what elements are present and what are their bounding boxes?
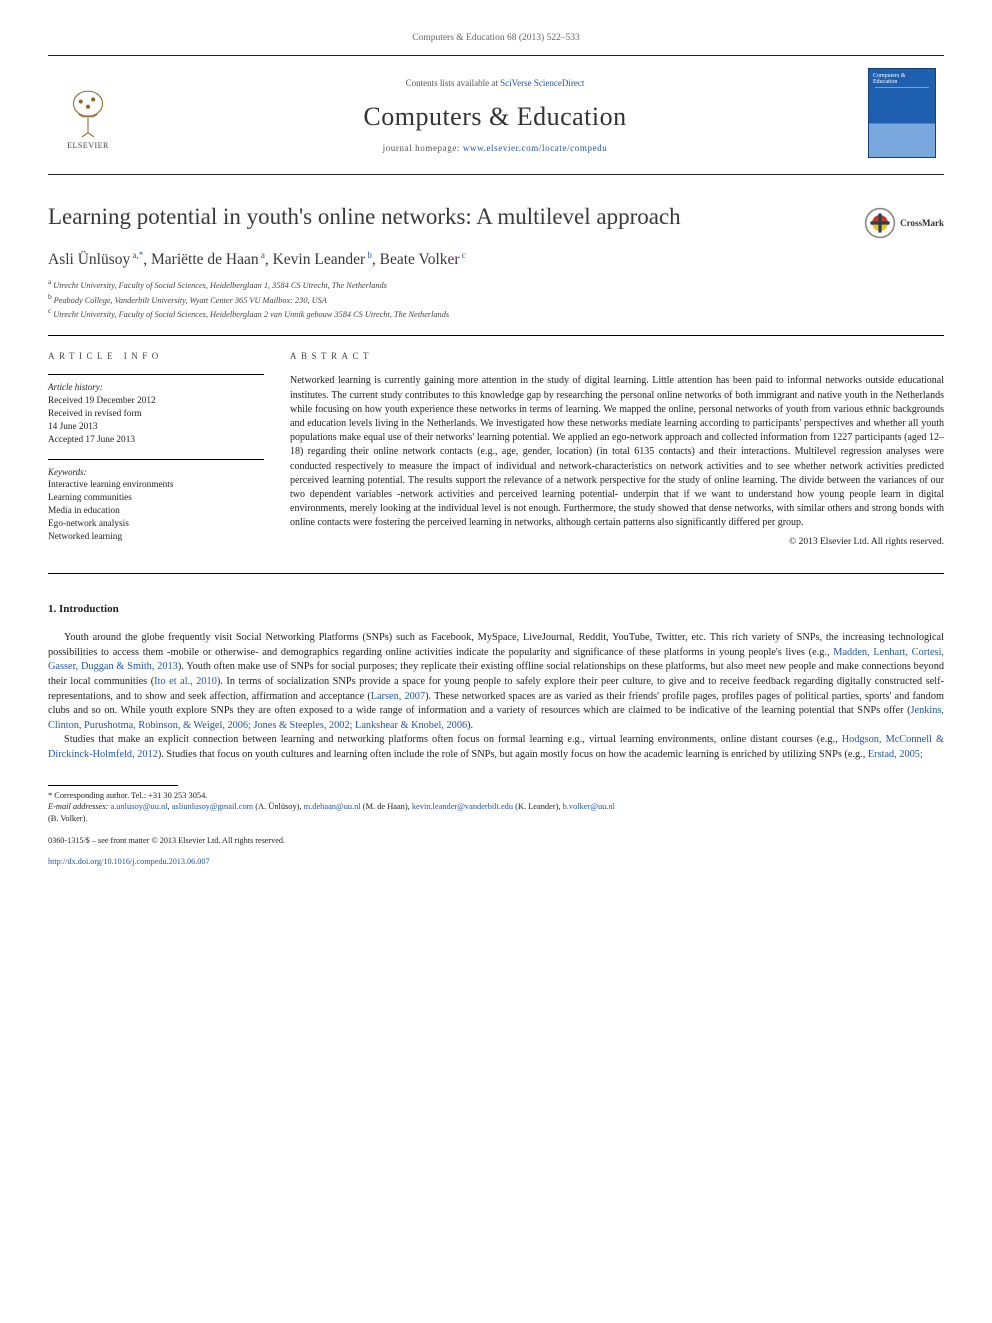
doi-link[interactable]: http://dx.doi.org/10.1016/j.compedu.2013… [48,857,210,866]
author-name[interactable]: Asli Ünlüsoy [48,251,130,268]
intro-para-1: Youth around the globe frequently visit … [48,631,944,733]
keyword-item: Ego-network analysis [48,518,264,531]
affiliation-list: a Utrecht University, Faculty of Social … [48,277,944,321]
crossmark-badge[interactable]: CrossMark [864,207,944,239]
front-matter-line: 0360-1315/$ – see front matter © 2013 El… [48,835,944,846]
author-affil-mark: a,* [130,250,143,260]
author-name[interactable]: Beate Volker [380,251,460,268]
masthead-center: Contents lists available at SciVerse Sci… [128,77,862,154]
corr-author-text: * Corresponding author. Tel.: +31 30 253… [48,791,207,800]
citation-erstad-2005[interactable]: Erstad, 2005; [868,749,923,760]
journal-homepage-link[interactable]: www.elsevier.com/locate/compedu [463,143,607,153]
affiliation-item: a Utrecht University, Faculty of Social … [48,277,944,292]
keyword-item: Learning communities [48,492,264,505]
emails-label: E-mail addresses: [48,802,111,811]
abstract-column: ABSTRACT Networked learning is currently… [290,350,944,549]
elsevier-wordmark: ELSEVIER [67,141,109,152]
article-info-column: ARTICLE INFO Article history: Received 1… [48,350,264,549]
keyword-item: Interactive learning environments [48,479,264,492]
email-link[interactable]: b.volker@uu.nl [563,802,615,811]
author-name[interactable]: Kevin Leander [273,251,366,268]
email-link[interactable]: kevin.leander@vanderbilt.edu [412,802,513,811]
homepage-prefix: journal homepage: [383,143,463,153]
masthead: ELSEVIER Contents lists available at Sci… [48,55,944,175]
p2-text-b: ). Studies that focus on youth cultures … [158,749,868,760]
email-link[interactable]: m.dehaan@uu.nl [304,802,361,811]
article-history-list: Received 19 December 2012Received in rev… [48,395,264,447]
contents-prefix: Contents lists available at [406,78,500,88]
history-item: 14 June 2013 [48,421,264,434]
doi-line: http://dx.doi.org/10.1016/j.compedu.2013… [48,856,944,867]
footnote-rule [48,785,178,786]
title-row: Learning potential in youth's online net… [48,203,944,239]
article-title: Learning potential in youth's online net… [48,203,848,232]
contents-available-line: Contents lists available at SciVerse Sci… [128,77,862,89]
crossmark-label: CrossMark [900,217,944,229]
abstract-label: ABSTRACT [290,350,944,362]
citation-ito-2010[interactable]: Ito et al., 2010 [154,676,217,687]
section-1-heading: 1. Introduction [48,602,944,617]
journal-cover-title: Computers & Education [869,69,935,90]
citation-larsen-2007[interactable]: Larsen, 2007 [371,691,425,702]
history-item: Accepted 17 June 2013 [48,434,264,447]
affiliation-item: b Peabody College, Vanderbilt University… [48,292,944,307]
article-info-label: ARTICLE INFO [48,350,264,362]
keyword-item: Media in education [48,505,264,518]
corresponding-author-note: * Corresponding author. Tel.: +31 30 253… [48,790,944,802]
crossmark-icon [864,207,896,239]
history-item: Received in revised form [48,408,264,421]
email-addresses-note: E-mail addresses: a.unlusoy@uu.nl, asliu… [48,801,944,813]
author-affil-mark: c [460,250,466,260]
info-abstract-row: ARTICLE INFO Article history: Received 1… [48,350,944,549]
running-head: Computers & Education 68 (2013) 522–533 [48,32,944,45]
rule-below-two-col [48,573,944,574]
email-link[interactable]: a.unlusoy@uu.nl [111,802,168,811]
author-name[interactable]: Mariëtte de Haan [151,251,259,268]
author-list: Asli Ünlüsoy a,*, Mariëtte de Haan a, Ke… [48,249,944,271]
publisher-logo-slot: ELSEVIER [48,80,128,152]
keyword-item: Networked learning [48,531,264,544]
email-link[interactable]: asliunlusoy@gmail.com [172,802,253,811]
author-affil-mark: a [259,250,265,260]
journal-name: Computers & Education [128,99,862,134]
email-tail-note: (B. Volker). [48,813,944,825]
info-rule-2 [48,459,264,460]
intro-para-2: Studies that make an explicit connection… [48,733,944,762]
history-item: Received 19 December 2012 [48,395,264,408]
journal-cover-slot: Computers & Education [868,68,944,164]
info-rule-1 [48,374,264,375]
elsevier-logo[interactable]: ELSEVIER [58,80,118,152]
journal-homepage-line: journal homepage: www.elsevier.com/locat… [128,142,862,154]
p2-text-a: Studies that make an explicit connection… [64,734,842,745]
p1-text-e: ). [467,720,473,731]
rule-above-two-col [48,335,944,336]
article-history-heading: Article history: [48,381,264,393]
abstract-text: Networked learning is currently gaining … [290,374,944,530]
abstract-copyright: © 2013 Elsevier Ltd. All rights reserved… [290,536,944,549]
sciencedirect-link[interactable]: SciVerse ScienceDirect [500,78,584,88]
journal-cover-thumbnail[interactable]: Computers & Education [868,68,936,158]
elsevier-tree-icon [62,87,114,139]
keyword-list: Interactive learning environmentsLearnin… [48,479,264,544]
p1-text-a: Youth around the globe frequently visit … [48,632,944,658]
affiliation-item: c Utrecht University, Faculty of Social … [48,306,944,321]
keywords-heading: Keywords: [48,466,264,478]
author-affil-mark: b [365,250,372,260]
